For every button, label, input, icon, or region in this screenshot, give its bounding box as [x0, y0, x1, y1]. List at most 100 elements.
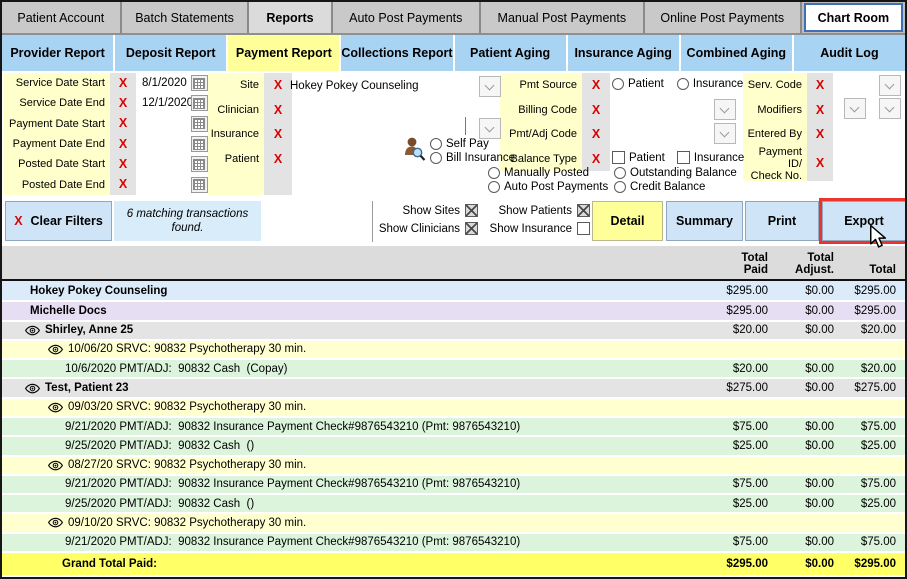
filter-x-cell: X — [582, 73, 610, 98]
pmt-adj-code-dropdown-button[interactable] — [714, 123, 736, 144]
clear-filter-x-icon[interactable]: X — [591, 102, 601, 117]
radio-self-pay[interactable]: Self Pay — [430, 138, 515, 150]
billing-code-dropdown-button[interactable] — [714, 99, 736, 120]
clear-filter-x-icon[interactable]: X — [815, 156, 825, 171]
main-tab-online-post-payments[interactable]: Online Post Payments — [644, 2, 802, 33]
radio-label: Patient — [628, 78, 664, 90]
filter-x-cell: X — [582, 97, 610, 122]
report-tab-collections-report[interactable]: Collections Report — [341, 35, 453, 71]
table-row-grand_total[interactable]: Grand Total Paid: $295.00 $0.00 $295.00 — [2, 550, 905, 575]
table-row-service[interactable]: 10/06/20 SRVC: 90832 Psychotherapy 30 mi… — [2, 338, 905, 359]
row-label: Shirley, Anne 25 — [45, 324, 134, 337]
calendar-button-service-date-start[interactable] — [190, 75, 208, 92]
modifier1-dropdown-button[interactable] — [844, 98, 866, 119]
clear-filter-x-icon[interactable]: X — [815, 127, 825, 141]
eye-icon[interactable] — [48, 344, 63, 355]
radio-patient[interactable]: Patient — [612, 78, 664, 90]
filter-x-cell: X — [110, 93, 136, 114]
amount-adjust: $0.00 — [805, 478, 834, 491]
amount-paid: $25.00 — [732, 497, 768, 510]
table-row-patient[interactable]: Shirley, Anne 25 $20.00 $0.00 $20.00 — [2, 319, 905, 339]
eye-icon[interactable] — [48, 460, 63, 471]
table-row-payment[interactable]: 9/25/2020 PMT/ADJ: 90832 Cash () $25.00 $0… — [2, 435, 905, 455]
print-button[interactable]: Print — [745, 201, 819, 241]
eye-icon[interactable] — [25, 325, 40, 336]
calendar-button-payment-date-start[interactable] — [190, 115, 208, 132]
serv-code-dropdown-button[interactable] — [879, 75, 901, 96]
insurance-dropdown-button[interactable] — [479, 118, 501, 139]
main-tab-manual-post-payments[interactable]: Manual Post Payments — [480, 2, 645, 33]
table-row-payment[interactable]: 9/21/2020 PMT/ADJ: 90832 Insurance Payme… — [2, 531, 905, 551]
summary-button[interactable]: Summary — [666, 201, 743, 241]
report-tab-patient-aging[interactable]: Patient Aging — [454, 35, 566, 71]
report-tab-provider-report[interactable]: Provider Report — [2, 35, 114, 71]
report-tab-payment-report[interactable]: Payment Report — [228, 35, 340, 71]
clear-filter-x-icon[interactable]: X — [591, 151, 601, 166]
clear-filter-x-icon[interactable]: X — [118, 177, 128, 192]
export-button[interactable]: Export — [819, 198, 905, 244]
toggle-show-insurance[interactable] — [577, 222, 590, 235]
table-row-site[interactable]: Hokey Pokey Counseling $295.00 $0.00 $295.0… — [2, 281, 905, 301]
toggle-label-show-sites: Show Sites — [402, 204, 460, 217]
toggle-show-sites[interactable] — [465, 204, 478, 217]
clear-filter-x-icon[interactable]: X — [273, 127, 283, 141]
table-row-payment[interactable]: 9/25/2020 PMT/ADJ: 90832 Cash () $25.00 $0… — [2, 493, 905, 513]
report-tab-insurance-aging[interactable]: Insurance Aging — [567, 35, 679, 71]
radio-insurance[interactable]: Insurance — [676, 78, 743, 90]
clear-filters-button[interactable]: X Clear Filters — [5, 201, 112, 241]
radio-label: Bill Insurance — [446, 152, 516, 164]
calendar-button-posted-date-end[interactable] — [190, 176, 208, 193]
table-row-service[interactable]: 09/10/20 SRVC: 90832 Psychotherapy 30 mi… — [2, 512, 905, 532]
table-row-service[interactable]: 09/03/20 SRVC: 90832 Psychotherapy 30 mi… — [2, 396, 905, 416]
radio-bill-insurance[interactable]: Bill Insurance — [430, 152, 515, 164]
filter-label-insurance: Insurance — [208, 122, 264, 147]
calendar-button-payment-date-end[interactable] — [190, 136, 208, 153]
calendar-button-posted-date-start[interactable] — [190, 156, 208, 173]
radio-manually-posted[interactable]: Manually Posted — [488, 167, 608, 179]
eye-icon[interactable] — [48, 517, 63, 528]
table-row-clinician[interactable]: Michelle Docs $295.00 $0.00 $295.00 — [2, 300, 905, 320]
clear-filter-x-icon[interactable]: X — [118, 116, 128, 131]
table-row-payment[interactable]: 9/21/2020 PMT/ADJ: 90832 Insurance Payme… — [2, 415, 905, 436]
clear-filter-x-icon[interactable]: X — [118, 96, 128, 111]
clear-filter-x-icon[interactable]: X — [815, 78, 825, 92]
table-row-payment[interactable]: 10/6/2020 PMT/ADJ: 90832 Cash (Copay) $20… — [2, 358, 905, 378]
table-row-patient[interactable]: Test, Patient 23 $275.00 $0.00 $275.00 — [2, 377, 905, 397]
checkbox-label: Insurance — [693, 151, 745, 164]
main-tab-chart-room[interactable]: Chart Room — [803, 3, 903, 32]
main-tab-reports[interactable]: Reports — [249, 2, 333, 33]
report-tab-deposit-report[interactable]: Deposit Report — [115, 35, 227, 71]
clear-filter-x-icon[interactable]: X — [273, 151, 283, 166]
clear-filter-x-icon[interactable]: X — [591, 127, 601, 141]
eye-icon[interactable] — [25, 383, 40, 394]
modifier2-dropdown-button[interactable] — [879, 98, 901, 119]
clear-filter-x-icon[interactable]: X — [118, 157, 128, 172]
main-tab-batch-statements[interactable]: Batch Statements — [121, 2, 250, 33]
eye-icon[interactable] — [48, 402, 63, 413]
clear-filter-x-icon[interactable]: X — [273, 78, 283, 92]
clear-filter-x-icon[interactable]: X — [118, 75, 128, 90]
detail-button[interactable]: Detail — [592, 201, 663, 241]
clear-filter-x-icon[interactable]: X — [591, 78, 601, 92]
radio-auto-post-payments[interactable]: Auto Post Payments — [488, 181, 608, 193]
main-tab-auto-post-payments[interactable]: Auto Post Payments — [332, 2, 481, 33]
toggle-show-patients[interactable] — [577, 204, 590, 217]
radio-credit-balance[interactable]: Credit Balance — [614, 181, 737, 193]
report-tab-audit-log[interactable]: Audit Log — [793, 35, 905, 71]
radio-outstanding-balance[interactable]: Outstanding Balance — [614, 167, 737, 179]
site-dropdown-button[interactable] — [479, 76, 501, 97]
checkbox-insurance[interactable]: Insurance — [676, 151, 745, 164]
patient-search-icon[interactable] — [403, 136, 427, 167]
clear-filter-x-icon[interactable]: X — [118, 136, 128, 151]
table-row-service[interactable]: 08/27/20 SRVC: 90832 Psychotherapy 30 mi… — [2, 454, 905, 474]
checkbox-patient[interactable]: Patient — [612, 151, 665, 164]
toggle-show-clinicians[interactable] — [465, 222, 478, 235]
clear-filter-x-icon[interactable]: X — [273, 102, 283, 117]
clear-filter-x-icon[interactable]: X — [815, 102, 825, 117]
table-row-payment[interactable]: 9/21/2020 PMT/ADJ: 90832 Insurance Payme… — [2, 473, 905, 494]
filter-label-modifiers: Modifiers — [743, 97, 807, 122]
calendar-button-service-date-end[interactable] — [190, 95, 208, 112]
report-tab-combined-aging[interactable]: Combined Aging — [680, 35, 792, 71]
main-tab-patient-account[interactable]: Patient Account — [2, 2, 122, 33]
